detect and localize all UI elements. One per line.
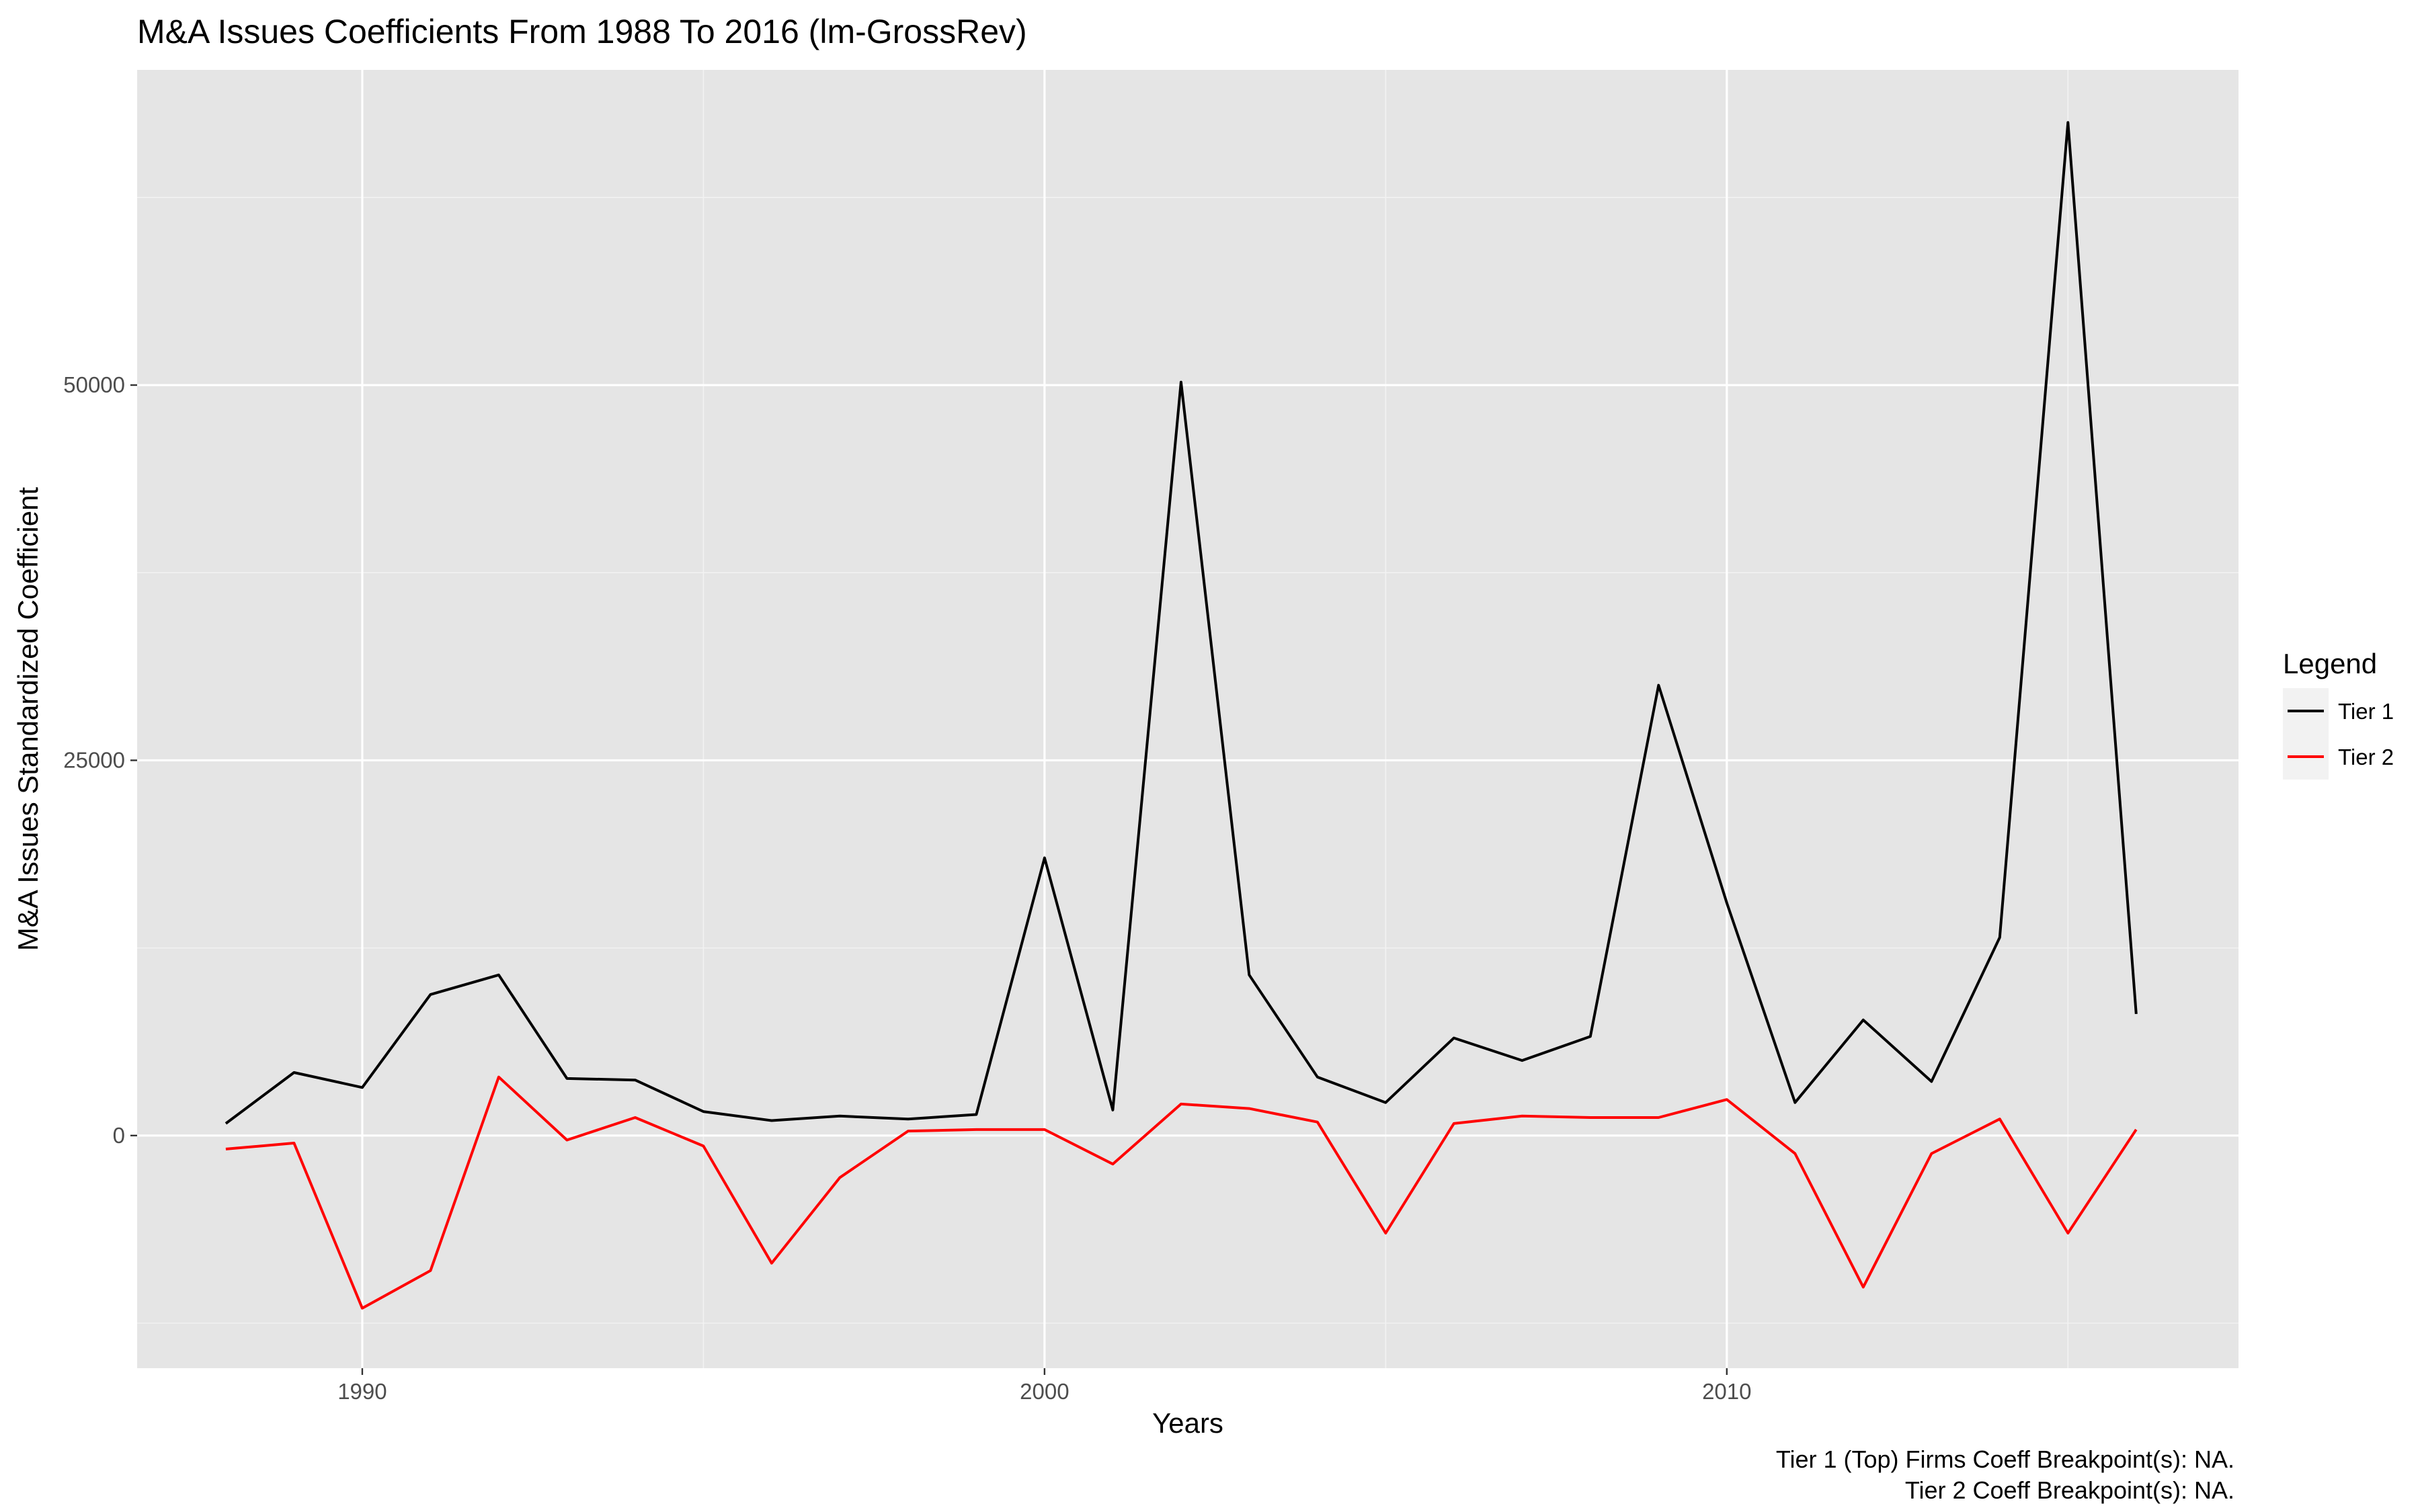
y-tick-label: 0: [113, 1123, 125, 1148]
chart-title: M&A Issues Coefficients From 1988 To 201…: [137, 13, 1027, 50]
series-line-tier-1: [225, 121, 2138, 1125]
grid-minor: [137, 70, 2238, 1368]
y-tick-label: 50000: [63, 372, 125, 397]
grid-major: [137, 70, 2238, 1368]
x-tick-label: 2010: [1702, 1379, 1751, 1404]
legend-label-tier-2: Tier 2: [2338, 745, 2394, 769]
legend-title: Legend: [2283, 648, 2377, 679]
caption-tier1-breakpoint: Tier 1 (Top) Firms Coeff Breakpoint(s): …: [1776, 1445, 2234, 1473]
y-axis-title: M&A Issues Standardized Coefficient: [12, 487, 44, 952]
caption-tier2-breakpoint: Tier 2 Coeff Breakpoint(s): NA.: [1905, 1476, 2234, 1504]
legend: Legend Tier 1 Tier 2: [2283, 648, 2394, 780]
legend-items: Tier 1 Tier 2: [2283, 688, 2394, 780]
y-tick-label: 25000: [63, 747, 125, 772]
series-line-tier-2: [225, 1075, 2138, 1310]
x-tick-label: 2000: [1020, 1379, 1069, 1404]
x-tick-label: 1990: [337, 1379, 387, 1404]
plot-panel: [137, 70, 2238, 1368]
series-lines: [225, 121, 2138, 1310]
x-axis-title: Years: [1152, 1407, 1223, 1439]
legend-label-tier-1: Tier 1: [2338, 699, 2394, 724]
x-axis-ticks: 1990 2000 2010: [337, 1368, 1752, 1404]
y-axis-ticks: 0 25000 50000: [63, 372, 137, 1148]
